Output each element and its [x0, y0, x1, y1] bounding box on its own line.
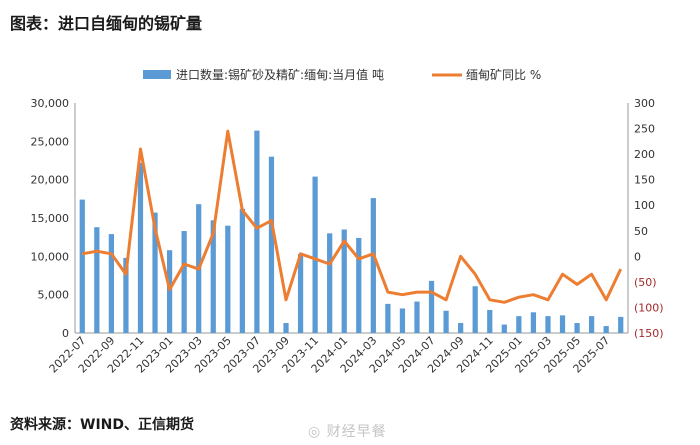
right-tick-label: 0 — [634, 250, 641, 263]
right-tick-label: (150) — [634, 327, 664, 340]
right-tick-label: 250 — [634, 123, 655, 136]
bar — [225, 225, 231, 333]
bar — [545, 316, 551, 333]
bar — [559, 315, 566, 333]
bar — [516, 316, 522, 333]
watermark: ◎ 财经早餐 — [308, 421, 387, 441]
right-tick-label: (50) — [634, 276, 657, 289]
bar — [312, 176, 318, 333]
bar — [618, 316, 624, 333]
right-tick-label: 200 — [634, 148, 655, 161]
left-tick-label: 10,000 — [31, 250, 70, 263]
bar — [210, 220, 216, 333]
bar — [239, 208, 245, 333]
bar — [356, 237, 362, 333]
bar — [443, 310, 449, 333]
legend-bar-label: 进口数量:锡矿砂及精矿:缅甸:当月值 吨 — [176, 67, 384, 82]
bar — [297, 254, 304, 333]
bar — [283, 323, 289, 333]
bar — [603, 326, 609, 333]
left-tick-label: 5,000 — [38, 289, 70, 302]
bar — [385, 303, 391, 333]
yoy-line — [82, 129, 623, 304]
bar — [254, 130, 260, 333]
bar — [152, 212, 158, 333]
bar — [588, 316, 595, 333]
left-tick-label: 25,000 — [31, 135, 70, 148]
chart-title: 图表：进口自缅甸的锡矿量 — [10, 14, 203, 33]
bar — [137, 162, 144, 333]
bar — [472, 286, 478, 333]
right-tick-label: 150 — [634, 174, 655, 187]
bar — [501, 324, 507, 333]
watermark-icon: ◎ — [308, 424, 322, 440]
right-tick-label: 100 — [634, 199, 655, 212]
left-tick-label: 20,000 — [31, 174, 70, 187]
bar — [108, 234, 115, 333]
bar — [268, 156, 275, 333]
bar — [181, 231, 187, 333]
bar — [79, 199, 85, 333]
left-tick-label: 0 — [62, 327, 69, 340]
bar — [94, 227, 100, 333]
legend-line-label: 缅甸矿同比 % — [466, 68, 541, 82]
right-tick-label: 50 — [634, 225, 648, 238]
bar — [341, 229, 347, 333]
watermark-text: 财经早餐 — [326, 424, 387, 440]
bar — [370, 198, 376, 333]
bar — [574, 323, 580, 333]
left-tick-label: 30,000 — [31, 97, 70, 110]
source-note: 资料来源：WIND、正信期货 — [10, 417, 194, 433]
bar — [530, 312, 537, 333]
bar — [327, 233, 333, 333]
bar — [414, 301, 420, 333]
right-tick-label: 300 — [634, 97, 655, 110]
bar — [487, 310, 493, 333]
plot-area: 0 5,000 10,000 15,000 20,000 25,000 30,000 (150… — [31, 97, 664, 376]
legend-bar-swatch — [143, 70, 171, 79]
bar — [123, 257, 129, 333]
bar — [166, 250, 173, 333]
bar — [458, 323, 464, 333]
bar — [399, 308, 406, 333]
left-tick-label: 15,000 — [31, 212, 70, 225]
bar — [428, 280, 435, 333]
right-tick-label: (100) — [634, 301, 664, 314]
legend: 进口数量:锡矿砂及精矿:缅甸:当月值 吨 缅甸矿同比 % — [143, 67, 541, 82]
